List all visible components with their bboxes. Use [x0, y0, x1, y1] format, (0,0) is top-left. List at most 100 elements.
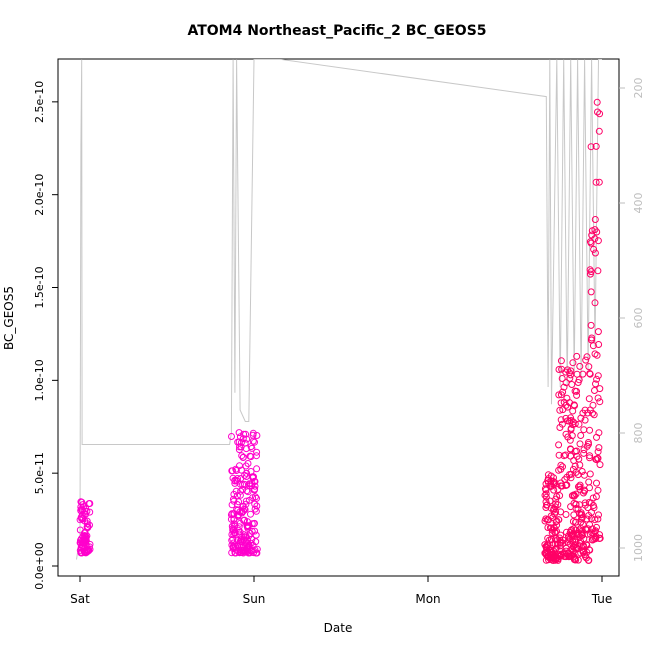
data-point	[574, 531, 582, 539]
y-tick-label: 5.0e-11	[33, 452, 46, 494]
data-point	[85, 543, 93, 551]
data-point	[233, 476, 241, 484]
data-point	[562, 414, 570, 422]
data-point	[580, 446, 588, 454]
data-point	[594, 372, 602, 380]
data-point	[558, 375, 566, 382]
data-point	[592, 178, 600, 186]
data-point	[555, 451, 563, 459]
data-point	[232, 467, 240, 474]
data-point	[76, 526, 84, 534]
data-point	[244, 488, 252, 496]
data-point	[594, 108, 601, 116]
data-point	[239, 453, 247, 461]
data-point	[580, 449, 588, 457]
data-point	[586, 546, 594, 554]
data-point	[547, 536, 555, 543]
data-point	[557, 461, 565, 469]
data-point	[86, 508, 94, 516]
data-point	[551, 528, 559, 536]
data-point	[573, 391, 581, 399]
data-point	[567, 367, 575, 375]
data-point	[559, 406, 567, 414]
data-point	[250, 486, 258, 494]
data-point	[562, 547, 570, 555]
data-point	[579, 409, 587, 417]
data-point	[236, 491, 244, 499]
data-point	[562, 430, 570, 438]
data-point	[576, 362, 584, 370]
data-point	[542, 498, 550, 506]
data-point	[237, 536, 245, 544]
data-point	[547, 512, 555, 520]
data-point	[239, 507, 247, 515]
data-point	[242, 462, 250, 470]
data-point	[593, 375, 601, 383]
x-axis-label: Date	[324, 621, 353, 635]
data-point	[555, 366, 563, 373]
data-point	[229, 543, 237, 550]
data-point	[236, 546, 244, 554]
data-point	[557, 391, 565, 399]
data-point	[556, 424, 564, 431]
data-point	[247, 510, 254, 518]
data-point	[583, 353, 591, 361]
data-point	[231, 529, 239, 537]
data-point	[249, 437, 257, 445]
data-point	[585, 556, 593, 564]
data-point	[572, 501, 580, 508]
data-point	[572, 468, 580, 476]
data-point	[234, 548, 242, 556]
data-point	[594, 394, 602, 402]
data-point	[550, 505, 558, 513]
data-point	[578, 514, 586, 522]
data-point	[562, 511, 570, 518]
data-point	[244, 522, 252, 530]
data-point	[243, 435, 251, 443]
data-point	[253, 494, 260, 502]
data-point	[547, 524, 555, 532]
data-point	[243, 518, 251, 526]
data-point	[556, 536, 564, 544]
data-point	[596, 110, 604, 118]
data-point	[560, 398, 568, 406]
data-point	[582, 356, 590, 364]
data-point	[234, 438, 242, 446]
data-point	[586, 426, 594, 434]
data-point	[236, 433, 244, 441]
data-point	[228, 433, 235, 440]
data-point	[557, 399, 565, 407]
data-point	[592, 380, 599, 388]
pressure-trace-layer	[76, 59, 602, 560]
x-tick-label: Sun	[243, 592, 266, 606]
y-tick-label: 0.0e+00	[33, 542, 46, 589]
data-point	[542, 493, 550, 501]
data-point	[593, 433, 600, 441]
data-point	[572, 518, 579, 526]
y-tick-label: 1.5e-10	[33, 266, 46, 308]
data-point	[560, 452, 568, 460]
data-point	[570, 511, 578, 519]
data-point	[80, 548, 88, 555]
data-point	[595, 178, 603, 186]
right-tick-label: 800	[632, 423, 645, 444]
x-tick-label: Tue	[591, 592, 613, 606]
data-point	[562, 379, 570, 387]
data-point	[542, 490, 550, 498]
data-point	[237, 487, 245, 495]
data-point	[576, 461, 584, 469]
data-point	[595, 341, 603, 348]
data-point	[592, 455, 600, 463]
data-point	[543, 501, 550, 509]
data-point	[542, 480, 550, 488]
data-point	[238, 509, 246, 517]
data-point	[595, 127, 603, 135]
right-tick-label: 1000	[632, 534, 645, 562]
data-point	[594, 328, 602, 336]
data-point	[555, 391, 563, 399]
data-point	[591, 216, 599, 223]
data-point	[247, 539, 255, 547]
data-point	[576, 481, 584, 489]
data-point	[568, 381, 576, 388]
y-axis-label: BC_GEOS5	[2, 286, 16, 350]
